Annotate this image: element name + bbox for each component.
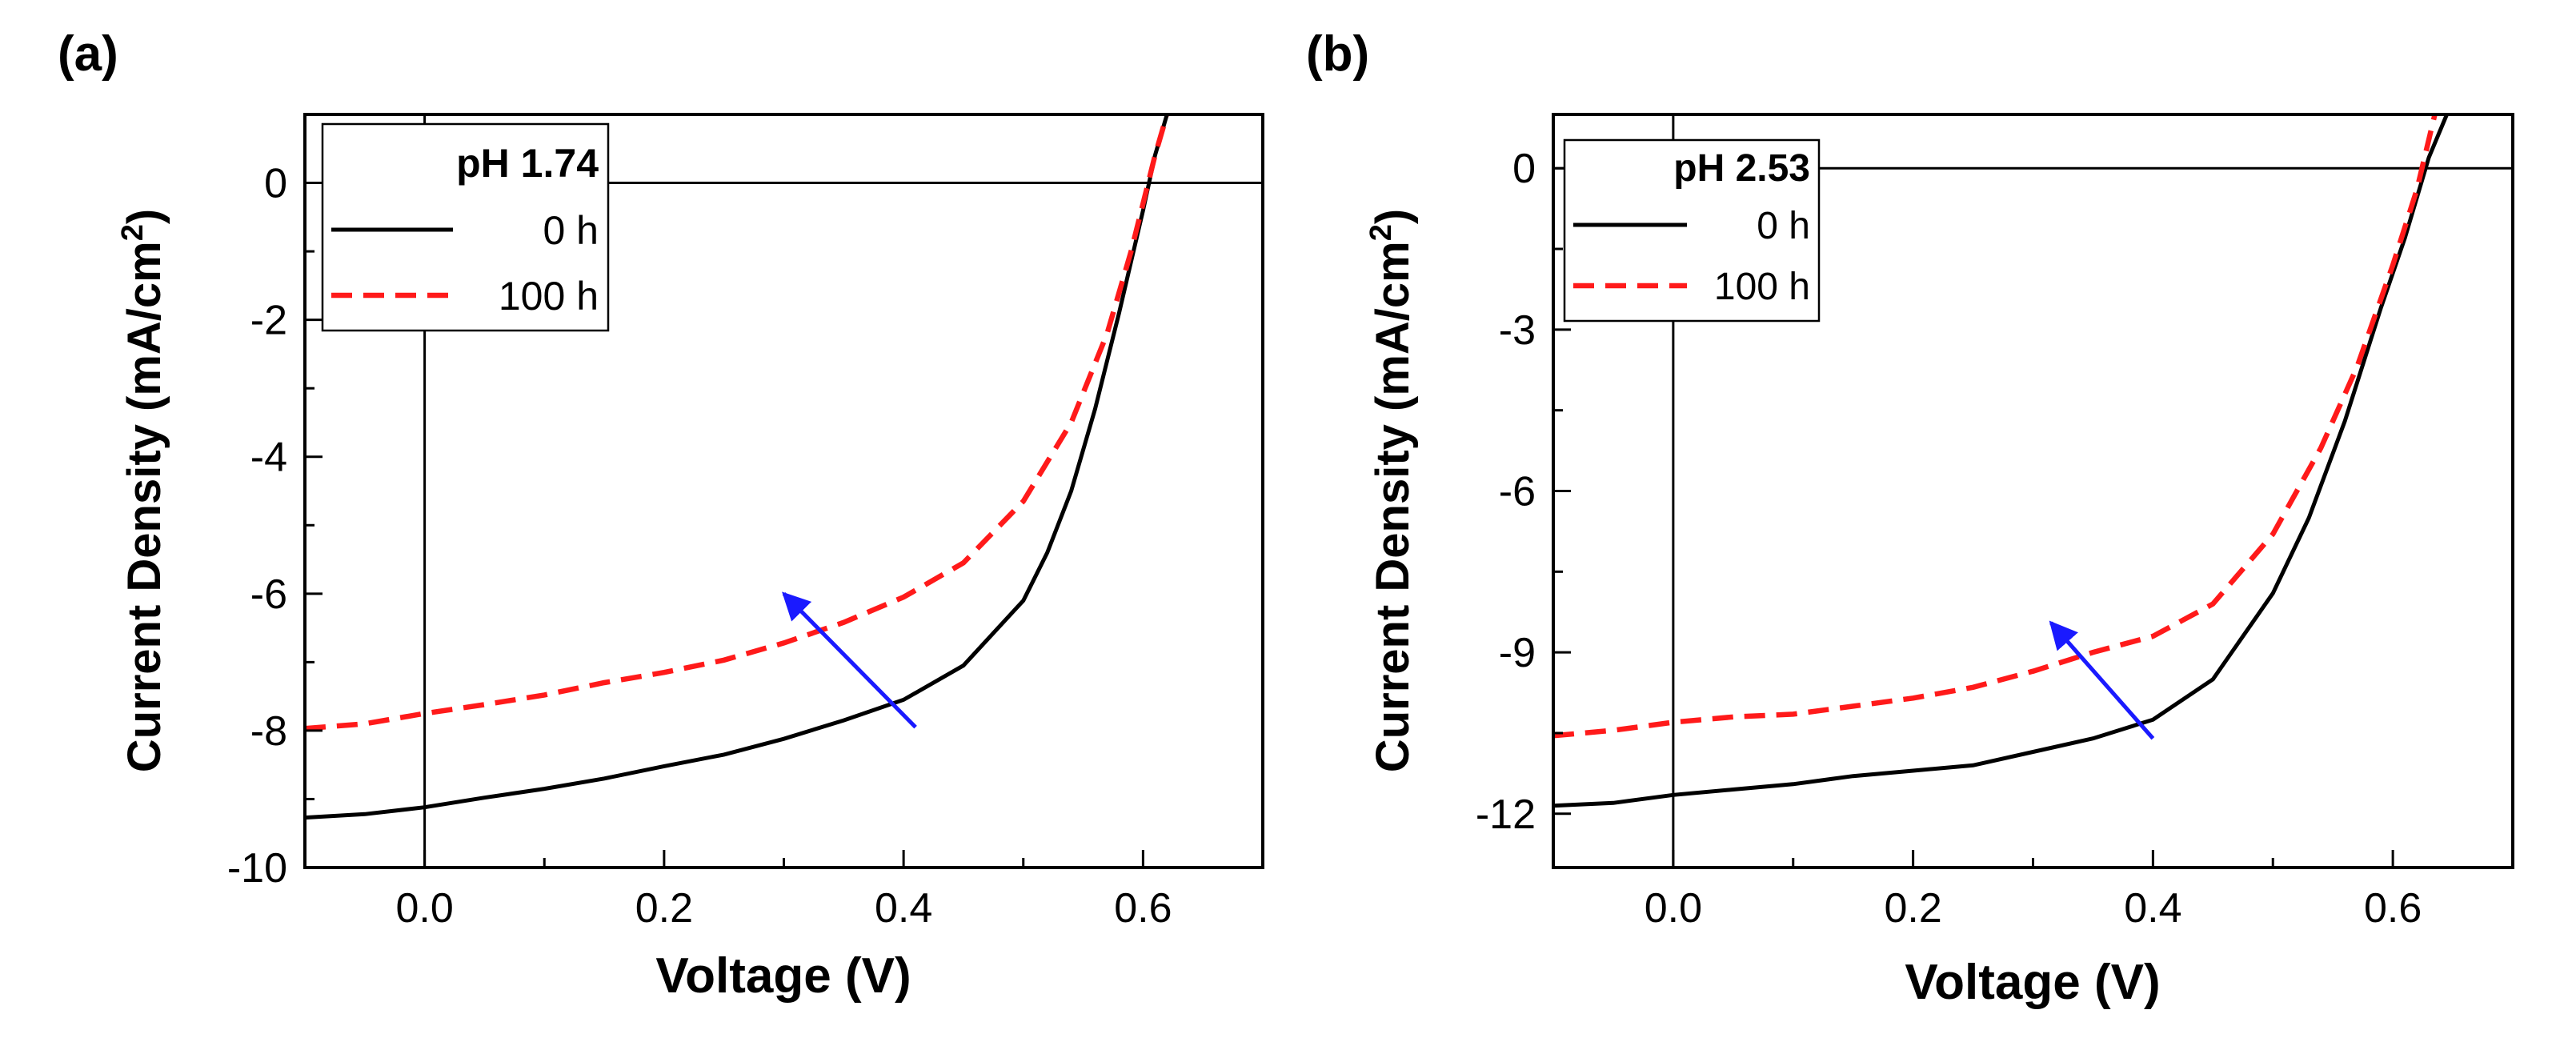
legend-box — [1563, 138, 1821, 323]
legend-label-0h: 0 h — [543, 208, 599, 253]
y-tick-label: -12 — [1476, 792, 1536, 838]
legend-label-0h: 0 h — [1757, 205, 1810, 247]
y-tick-label: -8 — [250, 708, 287, 755]
y-tick-label: -6 — [1499, 469, 1536, 515]
x-tick-label: 0.4 — [2124, 885, 2181, 932]
y-tick-label: 0 — [1512, 146, 1536, 192]
series-100h-line — [305, 114, 1170, 731]
panel-a: (a) 0.0 0.2 0.4 0.6 0 -2 -4 -6 -8 -10 Voltage (V)… — [58, 26, 1264, 1004]
legend-label-100h: 100 h — [1714, 266, 1810, 308]
legend: pH 1.74 0 h 100 h — [321, 122, 610, 332]
x-tick-label: 0.0 — [395, 885, 453, 932]
y-tick-label: -10 — [227, 845, 287, 892]
x-axis-label: Voltage (V) — [655, 948, 911, 1004]
y-tick-label: 0 — [264, 161, 287, 207]
y-tick-label: -2 — [250, 298, 287, 344]
x-tick-label: 0.2 — [635, 885, 693, 932]
trend-arrow — [782, 591, 917, 729]
trend-arrow — [2049, 620, 2155, 740]
x-tick-label: 0.6 — [2364, 885, 2422, 932]
panel-a-label: (a) — [58, 26, 118, 82]
y-tick-label: -6 — [250, 571, 287, 618]
y-tick-label: -9 — [1499, 630, 1536, 676]
legend-label-100h: 100 h — [499, 274, 599, 319]
x-tick-label: 0.4 — [875, 885, 932, 932]
series-100h-line — [1553, 114, 2438, 739]
panel-b-label: (b) — [1306, 26, 1369, 82]
y-axis-label: Current Density (mA/cm2) — [116, 209, 170, 772]
y-tick-label: -4 — [250, 435, 287, 481]
legend-title: pH 1.74 — [456, 141, 599, 186]
legend-title: pH 2.53 — [1673, 147, 1810, 190]
series-0h-line — [305, 114, 1169, 820]
y-tick-label: -3 — [1499, 307, 1536, 354]
panel-b: (b) 0.0 0.2 0.4 0.6 0 -3 -6 -9 -12 Voltage (V) C… — [1306, 26, 2514, 1010]
x-tick-label: 0.6 — [1114, 885, 1172, 932]
series-0h-line — [1553, 114, 2449, 808]
y-axis-label: Current Density (mA/cm2) — [1364, 209, 1419, 772]
legend: pH 2.53 0 h 100 h — [1563, 138, 1821, 323]
x-axis-label: Voltage (V) — [1905, 955, 2160, 1010]
x-tick-label: 0.2 — [1884, 885, 1941, 932]
x-tick-label: 0.0 — [1645, 885, 1702, 932]
